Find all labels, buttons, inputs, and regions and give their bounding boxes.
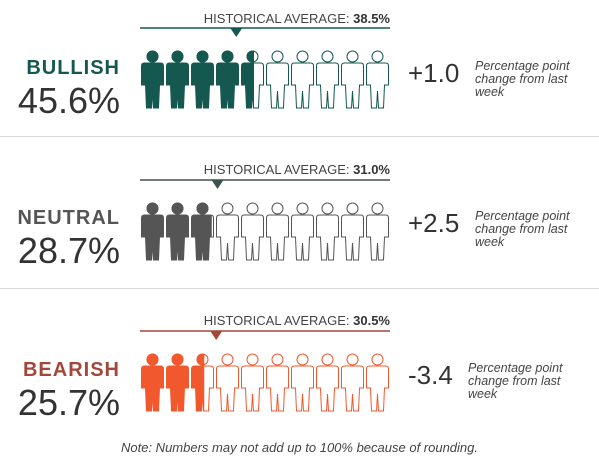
row-value: 45.6% xyxy=(17,80,120,121)
person-icon-filled xyxy=(191,353,205,411)
person-icon xyxy=(316,202,339,261)
person-icon-filled xyxy=(191,50,214,108)
historical-average-marker xyxy=(210,331,223,340)
row-divider xyxy=(0,288,599,289)
person-icon xyxy=(216,202,239,261)
person-icon-filled xyxy=(141,202,164,260)
historical-average-marker xyxy=(211,180,224,189)
row-value: 25.7% xyxy=(17,382,120,423)
footnote: Note: Numbers may not add up to 100% bec… xyxy=(121,440,478,455)
person-icon xyxy=(341,50,364,109)
change-note: Percentage point change from last week xyxy=(475,209,570,249)
person-icon xyxy=(241,202,264,261)
person-icon xyxy=(316,50,339,109)
person-icon xyxy=(291,353,314,412)
person-icon xyxy=(341,202,364,261)
historical-average-label: HISTORICAL AVERAGE: 30.5% xyxy=(203,313,390,328)
person-icon xyxy=(241,353,264,412)
row-divider xyxy=(0,136,599,137)
person-icon-filled xyxy=(216,50,239,108)
row-label: BULLISH xyxy=(26,57,120,79)
person-icon-filled xyxy=(166,353,189,411)
historical-average-marker xyxy=(230,28,243,37)
person-icon-filled xyxy=(166,50,189,108)
change-value: +2.5 xyxy=(408,208,460,238)
person-icon xyxy=(266,50,289,109)
change-value: -3.4 xyxy=(408,360,453,390)
historical-average-axis xyxy=(140,330,390,412)
person-icon xyxy=(366,202,389,261)
change-value: +1.0 xyxy=(408,58,460,88)
person-icon xyxy=(316,353,339,412)
historical-average-axis xyxy=(140,179,390,261)
person-icon xyxy=(216,353,239,412)
row-bearish: HISTORICAL AVERAGE: 30.5% BEARISH 25.7% … xyxy=(0,303,599,438)
change-note: Percentage point change from last week xyxy=(468,361,563,401)
row-bullish: HISTORICAL AVERAGE: 38.5% BULLISH 45.6% … xyxy=(0,0,599,135)
person-icon-filled xyxy=(241,50,254,108)
person-icon xyxy=(341,353,364,412)
person-icon xyxy=(266,353,289,412)
person-icon-filled xyxy=(166,202,189,260)
change-note: Percentage point change from last week xyxy=(475,59,570,99)
row-label: NEUTRAL xyxy=(17,207,120,229)
person-icon-filled xyxy=(141,353,164,411)
historical-average-label: HISTORICAL AVERAGE: 31.0% xyxy=(203,162,390,177)
row-neutral: HISTORICAL AVERAGE: 31.0% NEUTRAL 28.7% … xyxy=(0,152,599,287)
historical-average-label: HISTORICAL AVERAGE: 38.5% xyxy=(203,11,390,26)
person-icon xyxy=(266,202,289,261)
person-icon-filled xyxy=(141,50,164,108)
person-icon xyxy=(291,50,314,109)
person-icon xyxy=(291,202,314,261)
person-icon-filled xyxy=(191,202,212,260)
person-icon xyxy=(366,353,389,412)
person-icon xyxy=(366,50,389,109)
row-value: 28.7% xyxy=(17,230,120,271)
historical-average-axis xyxy=(140,27,390,109)
row-label: BEARISH xyxy=(22,359,120,381)
